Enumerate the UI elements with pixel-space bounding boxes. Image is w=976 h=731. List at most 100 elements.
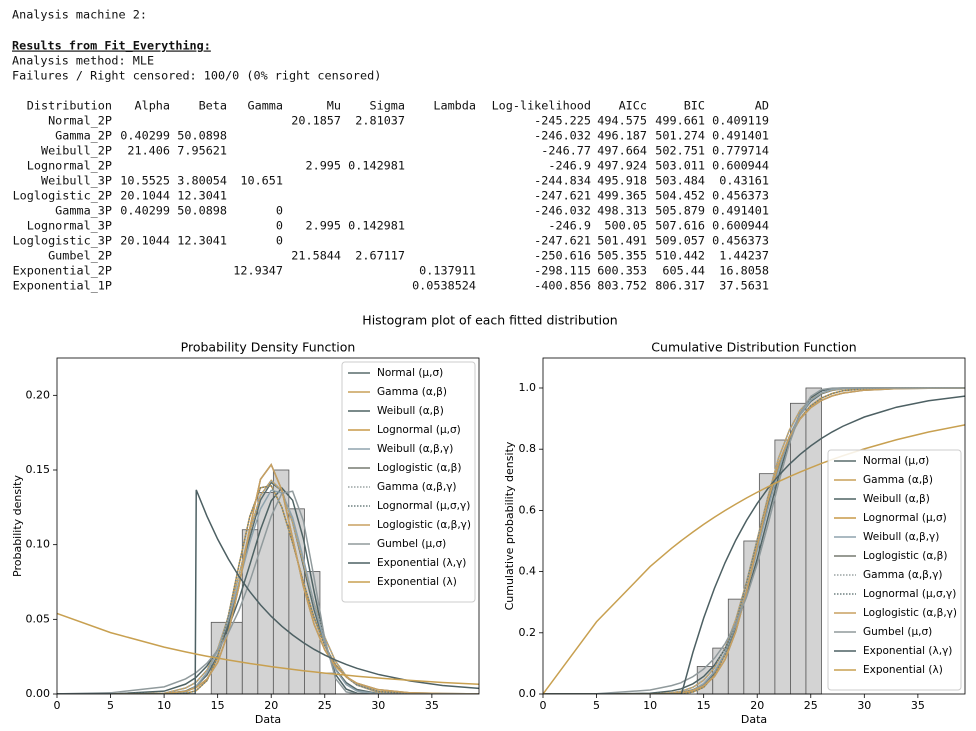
legend-label: Gumbel (μ,σ) [377,538,446,550]
plot-frame [56,357,480,695]
table-cell: Lognormal_3P [27,219,112,233]
legend-label: Exponential (λ) [377,576,457,588]
plot-frame [542,357,966,695]
x-tick-label: 25 [318,699,332,712]
legend-box [827,449,962,691]
table-cell: -250.616 [534,249,591,263]
table-cell: 0.40299 [120,204,170,218]
legend-label: Lognormal (μ,σ) [863,512,947,524]
y-tick-label: 0.6 [519,503,537,516]
table-cell: 500.05 [604,219,647,233]
chart-title: Cumulative Distribution Function [651,340,856,355]
x-tick-label: 5 [107,699,114,712]
table-cell: 0.0538524 [412,279,476,293]
table-cell: 803.752 [597,279,647,293]
legend-label: Weibull (α,β,γ) [377,443,453,455]
table-cell: 502.751 [655,144,705,158]
table-cell: 0.491401 [712,129,769,143]
table-header: Mu [327,99,341,113]
legend-label: Lognormal (μ,σ,γ) [377,500,470,512]
table-cell: -245.225 [534,114,591,128]
failures: Failures / Right censored: 100/0 (0% rig… [12,69,381,83]
table-cell: 0.142981 [348,159,405,173]
histogram-bar [790,402,807,695]
table-cell: -246.9 [548,159,591,173]
table-cell: 50.0898 [177,204,227,218]
table-cell: 0 [276,234,283,248]
table-cell: 504.452 [655,189,705,203]
table-cell: Gamma_3P [55,204,112,218]
header-title: Analysis machine 2: [12,8,147,22]
table-header: Alpha [134,99,170,113]
table-cell: 2.67117 [355,249,405,263]
table-header: AICc [619,99,647,113]
legend-label: Gamma (α,β) [863,474,933,486]
table-cell: 12.9347 [233,264,283,278]
table-cell: Lognormal_2P [27,159,112,173]
table-cell: 0 [276,204,283,218]
table-cell: 21.5844 [291,249,341,263]
table-cell: 0.456373 [712,189,769,203]
table-cell: 0.779714 [712,144,769,158]
legend-label: Weibull (α,β,γ) [863,531,939,543]
table-cell: 499.661 [655,114,705,128]
y-axis-label: Probability density [11,475,24,577]
table-header: Log-likelihood [492,99,591,113]
table-cell: 50.0898 [177,129,227,143]
legend-label: Normal (μ,σ) [377,367,443,379]
table-cell: -298.115 [534,264,591,278]
y-axis-label: Cumulative probability density [503,441,516,610]
y-tick-label: 1.0 [519,381,537,394]
legend-label: Gamma (α,β,γ) [863,569,943,581]
legend-label: Exponential (λ,γ) [863,645,952,657]
series-line [543,387,965,694]
table-header: Sigma [369,99,405,113]
table-cell: 0.43161 [719,174,769,188]
legend-label: Lognormal (μ,σ) [377,424,461,436]
suptitle: Histogram plot of each fitted distributi… [362,313,617,328]
histogram-bar [257,491,274,695]
table-cell: 497.664 [597,144,647,158]
legend-label: Lognormal (μ,σ,γ) [863,588,956,600]
table-header: Gamma [247,99,283,113]
table-header: AD [755,99,769,113]
x-tick-label: 15 [211,699,225,712]
x-tick-label: 10 [643,699,657,712]
legend-box [341,361,476,603]
table-cell: 501.274 [655,129,705,143]
table-cell: 494.575 [597,114,647,128]
legend-label: Exponential (λ,γ) [377,557,466,569]
table-cell: 605.44 [662,264,705,278]
x-tick-label: 30 [371,699,385,712]
histogram-bar [319,672,336,695]
table-cell: 510.442 [655,249,705,263]
chart: Cumulative Distribution Function Data Cumu… [503,340,966,726]
table-cell: 16.8058 [719,264,769,278]
table-cell: -400.856 [534,279,591,293]
legend-label: Loglogistic (α,β,γ) [863,607,957,619]
series-line [543,387,965,694]
histogram-bar [805,387,822,695]
legend-label: Weibull (α,β) [863,493,930,505]
y-tick-label: 0.2 [519,626,537,639]
x-tick-label: 35 [425,699,439,712]
table-cell: 2.995 [305,159,341,173]
table-cell: 505.355 [597,249,647,263]
table-cell: -244.834 [534,174,591,188]
table-cell: Normal_2P [48,114,112,128]
chart-title: Probability Density Function [181,340,356,355]
table-cell: Loglogistic_3P [13,234,112,248]
table-cell: 0.40299 [120,129,170,143]
table-cell: 10.651 [240,174,283,188]
table-header: Beta [199,99,227,113]
legend-label: Gamma (α,β,γ) [377,481,457,493]
y-tick-label: 0.4 [519,565,537,578]
y-tick-label: 0.05 [26,612,51,625]
table-cell: 0.409119 [712,114,769,128]
legend-label: Gumbel (μ,σ) [863,626,932,638]
table-cell: 2.995 [305,219,341,233]
table-cell: Weibull_2P [41,144,112,158]
y-tick-label: 0.00 [26,687,51,700]
